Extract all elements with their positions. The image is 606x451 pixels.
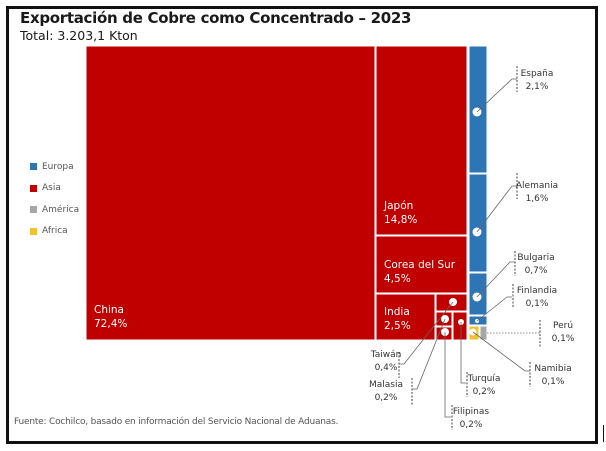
leader-line-espana [476, 78, 517, 113]
callout-label-malasia-value: 0,2% [375, 393, 398, 403]
callout-label-namibia-name: Namibia [534, 364, 571, 374]
legend-item-asia: Asia [30, 178, 79, 200]
treemap-rect-japon [375, 45, 468, 236]
leader-line-filipinas [444, 332, 451, 418]
treemap-rect-india [375, 293, 436, 341]
legend-swatch-africa [30, 227, 37, 235]
chart-title: Exportación de Cobre como Concentrado – … [20, 9, 412, 27]
callout-label-finlandia-value: 0,1% [526, 299, 549, 309]
rect-label-japon-value: 14,8% [384, 214, 417, 226]
legend-label-africa: Africa [42, 226, 68, 237]
callout-label-peru-name: Perú [553, 321, 573, 331]
leader-line-namibia [472, 331, 530, 372]
leader-line-finlandia [476, 296, 512, 322]
legend-swatch-asia [30, 184, 37, 192]
callout-label-espana-name: España [521, 69, 554, 79]
treemap-rect-china [85, 45, 376, 341]
leader-line-bulgaria [476, 261, 515, 298]
callout-label-bulgaria-name: Bulgaria [517, 253, 554, 263]
legend-label-asia: Asia [42, 183, 61, 194]
callout-label-taiwan-value: 0,4% [375, 363, 398, 373]
leader-line-alemania [476, 185, 517, 233]
callout-label-malasia-name: Malasia [369, 380, 403, 390]
callout-label-filipinas-value: 0,2% [460, 420, 483, 430]
callout-label-espana-value: 2,1% [526, 82, 549, 92]
leader-line-taiwan [399, 301, 454, 365]
rect-label-china-name: China [94, 304, 124, 316]
legend-item-europa: Europa [30, 156, 79, 178]
callout-label-filipinas-name: Filipinas [453, 407, 489, 417]
treemap-rect-alemania [468, 173, 488, 273]
legend-label-america: América [42, 204, 80, 215]
callout-label-turquia-name: Turquía [467, 374, 501, 384]
legend-swatch-america [30, 206, 37, 214]
frame-tick-bottom [603, 425, 604, 442]
legend-item-america: América [30, 199, 79, 221]
rect-label-india-name: India [384, 306, 410, 318]
callout-label-namibia-value: 0,1% [542, 377, 565, 387]
legend-item-africa: Africa [30, 221, 79, 243]
treemap-rect-turquia [452, 311, 468, 341]
callout-label-taiwan-name: Taiwán [370, 350, 402, 360]
chart-subtitle: Total: 3.203,1 Kton [20, 28, 138, 43]
treemap-rect-corea-del-sur [375, 235, 468, 294]
legend-label-europa: Europa [42, 161, 74, 172]
rect-label-japon-name: Japón [383, 200, 413, 212]
legend-swatch-europa [30, 163, 37, 171]
rect-label-india-value: 2,5% [384, 320, 411, 332]
callout-label-turquia-value: 0,2% [473, 387, 496, 397]
leader-line-malasia [412, 318, 446, 390]
callout-label-alemania-name: Alemania [516, 181, 558, 191]
leader-line-turquia [460, 322, 466, 384]
source-note: Fuente: Cochilco, basado en información … [14, 417, 339, 427]
callout-label-finlandia-name: Finlandia [517, 286, 557, 296]
rect-label-china-value: 72,4% [94, 318, 127, 330]
rect-label-corea-del-sur-value: 4,5% [384, 273, 411, 285]
callout-label-alemania-value: 1,6% [526, 194, 549, 204]
callout-label-bulgaria-value: 0,7% [525, 266, 548, 276]
legend: Europa Asia América Africa [30, 156, 79, 242]
callout-label-peru-value: 0,1% [552, 334, 575, 344]
rect-label-corea-del-sur-name: Corea del Sur [384, 259, 456, 271]
